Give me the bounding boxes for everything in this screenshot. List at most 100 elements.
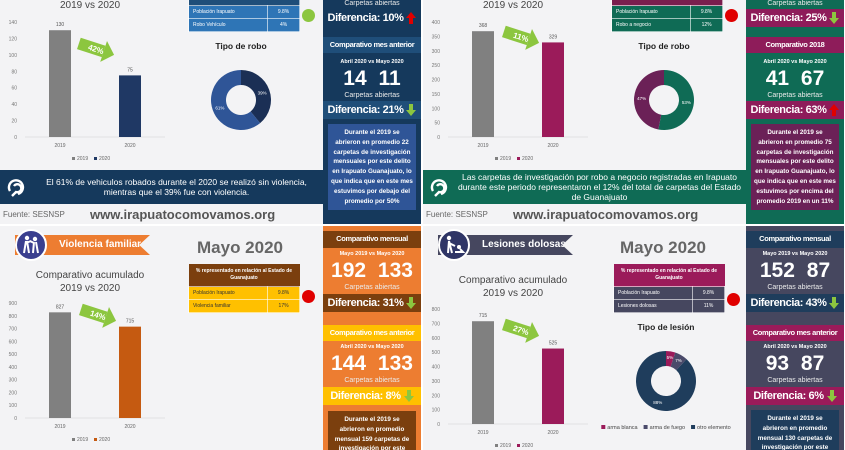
bar-value-label: 715 — [126, 319, 135, 325]
legend-swatch — [72, 438, 75, 441]
cell: Población Irapuato — [610, 5, 692, 19]
comparison-numbers: 192 133 — [323, 260, 421, 282]
y-tick-label: 300 — [432, 49, 441, 55]
bar-value-label: 525 — [549, 341, 558, 347]
donut-slice-con-violencia — [241, 70, 271, 124]
cell: 9.8% — [692, 286, 725, 300]
chart-title: Comparativo acumulado — [458, 275, 568, 286]
website-link[interactable]: www.irapuatocomovamos.org — [513, 207, 699, 222]
y-tick-label: 200 — [432, 78, 441, 84]
legend-label: 2019 — [500, 156, 511, 162]
legend-swatch — [601, 425, 606, 429]
cell: Robo a negocio — [610, 18, 692, 32]
panel-lesiones-dolosas: Lesiones dolosas Mayo 2020 Comparativo a… — [423, 226, 844, 450]
legend-label: 2019 — [500, 443, 511, 449]
table-row: Población Irapuato 9.8% — [612, 286, 725, 300]
bar-value-label: 130 — [56, 22, 65, 28]
y-tick-label: 100 — [9, 403, 18, 409]
legend-swatch — [643, 425, 648, 429]
difference-row: Diferencia: 6% — [746, 387, 844, 405]
y-tick-label: 600 — [9, 339, 18, 345]
panel-robo-vehiculo: 2019 vs 2020 0 20 40 60 80 100 120 140 130 2019 75… — [0, 0, 421, 224]
bar-chart: 0 100 200 300 400 500 600 700 800 715 2019 525 2020 2… — [432, 307, 588, 449]
value-b: 11 — [378, 67, 401, 90]
table-row: Lesiones dolosas 11% — [612, 299, 725, 313]
difference-row: Diferencia: 21% — [323, 101, 421, 119]
value-a: 93 — [765, 352, 790, 375]
y-tick-label: 350 — [432, 34, 441, 40]
value-b: 133 — [377, 352, 413, 375]
x-tick-label: 2020 — [547, 143, 558, 149]
comparison-banner: Comparativo 2018 — [746, 37, 844, 53]
carpetas-label: Carpetas abiertas — [344, 92, 400, 99]
summary-note: Durante el 2019 se abrieron en promedio … — [328, 124, 416, 211]
category-badge: Lesiones dolosas — [438, 235, 573, 255]
cell: Población Irapuato — [187, 5, 269, 19]
summary-note: Durante el 2019 se abrieron en promedio … — [751, 410, 839, 450]
y-tick-label: 200 — [9, 390, 18, 396]
cell: Población Irapuato — [187, 286, 269, 300]
month-title: Mayo 2020 — [197, 238, 283, 257]
cell: Lesiones dolosas — [612, 299, 694, 313]
arrow-up-icon — [829, 104, 840, 116]
legend-swatch — [72, 157, 75, 160]
donut-value-label: 7% — [675, 358, 682, 363]
table-header: % representado en relación al Estado de … — [188, 264, 300, 287]
state-share-table: % representado en relación al Estado de … — [187, 264, 300, 313]
value-b: 87 — [806, 259, 831, 282]
difference-row: Diferencia: 31% — [323, 294, 421, 312]
status-indicator-red — [725, 9, 738, 22]
summary-note: Durante el 2019 se abrieron en promedio … — [751, 124, 839, 211]
bar-2019 — [49, 312, 71, 418]
donut-value-label: 61% — [215, 106, 224, 111]
comparison-numbers: 41 67 — [746, 68, 844, 90]
value-b: 87 — [800, 352, 825, 375]
value-b: 133 — [377, 259, 413, 282]
comparison-numbers: 93 87 — [746, 353, 844, 375]
y-tick-label: 200 — [432, 393, 441, 399]
difference-text: Diferencia: 6% — [753, 390, 824, 402]
donut-value-label: 39% — [258, 90, 267, 95]
value-b: 67 — [800, 67, 825, 90]
website-link[interactable]: www.irapuatocomovamos.org — [90, 207, 276, 222]
status-indicator-green — [302, 9, 315, 22]
y-tick-label: 100 — [432, 408, 441, 414]
x-tick-label: 2019 — [477, 430, 488, 436]
cell: Violencia familiar — [187, 299, 269, 313]
comparison-periods: Mayo 2019 vs Mayo 2020 — [339, 251, 405, 257]
cell: 9.8% — [690, 5, 723, 19]
donut-chart: Tipo de lesión 5%7% 88% arma blanca arma de … — [601, 322, 731, 431]
side-summary: Carpetas abiertas Diferencia: 10% Compar… — [323, 0, 421, 224]
comparison-periods: Mayo 2019 vs Mayo 2020 — [762, 251, 828, 257]
side-summary: Comparativo mensual Mayo 2019 vs Mayo 20… — [746, 226, 844, 450]
y-tick-label: 0 — [437, 422, 440, 428]
value-a: 41 — [765, 67, 790, 90]
comparison-periods: Abril 2020 vs Mayo 2020 — [763, 344, 827, 350]
category-badge: Violencia familiar — [15, 235, 150, 255]
bar-chart: 0 100 200 300 400 500 600 700 800 900 827 2019 715 20… — [9, 301, 165, 443]
source-label: Fuente: SESNSP — [3, 210, 65, 219]
bar-2020 — [119, 75, 141, 137]
table-row: Población Irapuato 9.8% — [187, 286, 300, 300]
legend-label: 2019 — [77, 156, 88, 162]
table-row: Violencia familiar 17% — [187, 299, 300, 313]
bar-value-label: 368 — [479, 23, 488, 29]
y-tick-label: 20 — [11, 119, 17, 125]
value-a: 152 — [759, 259, 795, 282]
legend-label: 2020 — [99, 156, 110, 162]
y-tick-label: 300 — [9, 378, 18, 384]
status-indicator-red — [727, 293, 740, 306]
footer-text: Las carpetas de investigación por robo a… — [457, 172, 742, 202]
bar-value-label: 715 — [479, 313, 488, 319]
value-a: 192 — [331, 259, 367, 282]
logo-icon — [7, 179, 25, 197]
panel-violencia-familiar: Violencia familiar Mayo 2020 Comparativo… — [0, 226, 421, 450]
carpetas-label: Carpetas abiertas — [344, 0, 400, 7]
donut-title: Tipo de lesión — [638, 322, 695, 332]
difference-text: Diferencia: 10% — [327, 12, 404, 24]
difference-text: Diferencia: 25% — [750, 12, 827, 24]
arrow-down-icon — [829, 12, 840, 24]
difference-row: Diferencia: 10% — [323, 9, 421, 27]
x-tick-label: 2019 — [54, 424, 65, 430]
